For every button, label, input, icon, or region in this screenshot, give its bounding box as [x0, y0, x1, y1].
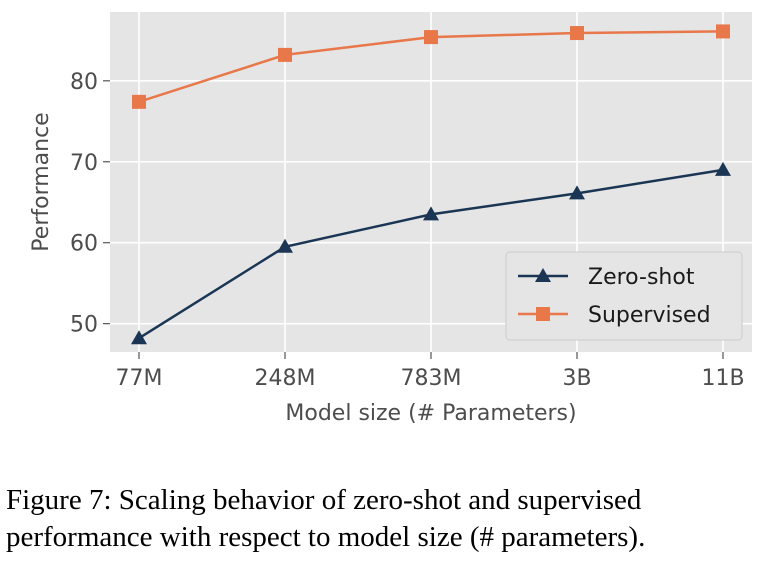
line-chart: 50 60 70 80 77M 248M 783M 3B 11B Model size (# … — [29, 12, 752, 426]
x-tick-label: 248M — [255, 366, 316, 391]
series-zero-shot — [131, 161, 731, 345]
legend-marker — [536, 307, 550, 321]
data-point-zero-shot — [131, 330, 147, 345]
legend-label: Supervised — [588, 303, 711, 328]
data-point-supervised — [570, 26, 584, 41]
x-axis-ticks: 77M 248M 783M 3B 11B — [116, 352, 745, 391]
x-tick-label: 77M — [116, 366, 163, 391]
legend-marker — [535, 268, 551, 282]
data-point-supervised — [716, 24, 730, 39]
legend-item-zero-shot: Zero-shot — [518, 265, 695, 290]
x-axis-label: Model size (# Parameters) — [285, 401, 576, 426]
legend-box — [505, 251, 743, 341]
y-tick-label: 60 — [70, 232, 98, 257]
y-tick-label: 70 — [70, 151, 98, 176]
data-point-supervised — [424, 30, 438, 45]
y-axis-ticks: 50 60 70 80 — [70, 70, 110, 338]
x-tick-label: 11B — [701, 366, 744, 391]
figure-caption: Figure 7: Scaling behavior of zero-shot … — [6, 484, 646, 553]
legend-item-supervised: Supervised — [518, 303, 711, 328]
grid-lines — [110, 12, 752, 352]
y-tick-label: 50 — [70, 313, 98, 338]
series-supervised — [132, 24, 730, 109]
data-point-supervised — [132, 94, 146, 109]
legend: Zero-shot Supervised — [505, 251, 743, 341]
x-tick-label: 3B — [562, 366, 591, 391]
legend-label: Zero-shot — [588, 265, 695, 290]
y-axis-label: Performance — [29, 112, 54, 251]
series-layer — [131, 24, 731, 345]
data-point-zero-shot — [277, 238, 293, 253]
data-point-zero-shot — [715, 161, 731, 176]
data-point-zero-shot — [423, 206, 439, 221]
x-tick-label: 783M — [401, 366, 462, 391]
y-tick-label: 80 — [70, 70, 98, 95]
data-point-supervised — [278, 47, 292, 62]
data-point-zero-shot — [569, 185, 585, 200]
